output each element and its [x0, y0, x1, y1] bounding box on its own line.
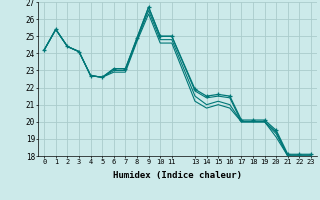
X-axis label: Humidex (Indice chaleur): Humidex (Indice chaleur) [113, 171, 242, 180]
